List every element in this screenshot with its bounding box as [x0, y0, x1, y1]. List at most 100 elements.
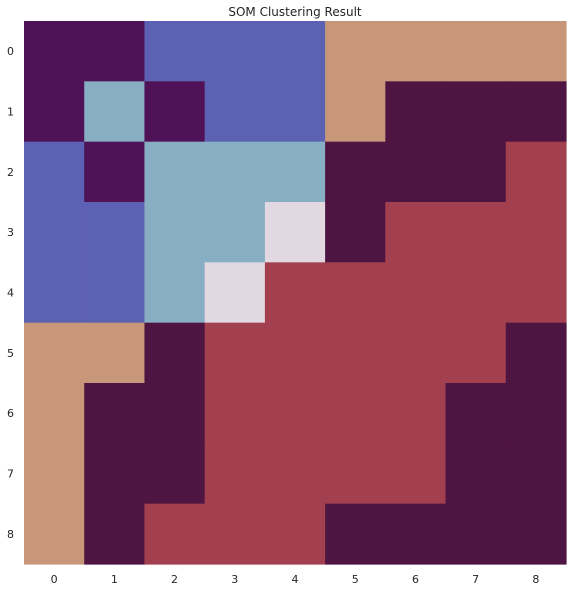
heatmap-cell-r3-c7	[445, 202, 507, 263]
heatmap-cell-r5-c3	[204, 322, 266, 384]
heatmap-cell-r4-c7	[445, 262, 507, 324]
heatmap-cell-r5-c0	[24, 322, 85, 384]
heatmap-cell-r4-c5	[325, 262, 386, 324]
y-tick-label-7: 7	[7, 468, 14, 481]
heatmap-cell-r6-c6	[385, 383, 447, 444]
heatmap-cell-r2-c1	[84, 141, 146, 203]
heatmap-cell-r0-c8	[505, 21, 567, 82]
y-tick-label-5: 5	[7, 347, 14, 360]
heatmap-cell-r1-c6	[385, 81, 447, 143]
heatmap-cell-r1-c1	[84, 81, 146, 143]
heatmap-cell-r4-c4	[264, 262, 326, 324]
chart-title: SOM Clustering Result	[228, 5, 362, 19]
heatmap-cell-r3-c0	[24, 202, 85, 263]
heatmap-cell-r0-c3	[204, 21, 266, 82]
heatmap-cell-r3-c4	[264, 202, 326, 263]
x-tick-label-7: 7	[472, 573, 479, 586]
heatmap-cell-r6-c1	[84, 383, 146, 444]
heatmap-cell-r7-c3	[204, 443, 266, 505]
heatmap-cell-r5-c5	[325, 322, 386, 384]
y-tick-label-3: 3	[7, 226, 14, 239]
heatmap-cell-r6-c5	[325, 383, 386, 444]
heatmap-cell-r4-c8	[505, 262, 567, 324]
heatmap-cell-r8-c8	[505, 503, 567, 565]
heatmap-cell-r0-c5	[325, 21, 386, 82]
heatmap-cell-r2-c4	[264, 141, 326, 203]
heatmap-cell-r5-c7	[445, 322, 507, 384]
heatmap-cell-r7-c1	[84, 443, 146, 505]
heatmap-cell-r1-c8	[505, 81, 567, 143]
x-tick-label-8: 8	[532, 573, 539, 586]
heatmap-cell-r2-c3	[204, 141, 266, 203]
heatmap-cell-r6-c8	[505, 383, 567, 444]
y-tick-label-1: 1	[7, 106, 14, 119]
heatmap-cell-r8-c5	[325, 503, 386, 565]
heatmap-cell-r0-c0	[24, 21, 85, 82]
heatmap-cell-r8-c1	[84, 503, 146, 565]
heatmap-cell-r6-c3	[204, 383, 266, 444]
heatmap-cell-r2-c6	[385, 141, 447, 203]
heatmap-cell-r2-c7	[445, 141, 507, 203]
heatmap-cell-r7-c6	[385, 443, 447, 505]
heatmap-cell-r3-c2	[144, 202, 206, 263]
x-tick-label-4: 4	[292, 573, 299, 586]
heatmap-cell-r5-c1	[84, 322, 146, 384]
heatmap-cell-r8-c4	[264, 503, 326, 565]
heatmap-cell-r0-c6	[385, 21, 447, 82]
heatmap-cell-r7-c2	[144, 443, 206, 505]
y-tick-label-6: 6	[7, 407, 14, 420]
heatmap-cell-r0-c4	[264, 21, 326, 82]
heatmap-cell-r5-c4	[264, 322, 326, 384]
heatmap-cell-r1-c2	[144, 81, 206, 143]
heatmap-cell-r3-c3	[204, 202, 266, 263]
y-tick-label-8: 8	[7, 528, 14, 541]
y-tick-label-2: 2	[7, 166, 14, 179]
heatmap-cell-r0-c7	[445, 21, 507, 82]
x-tick-label-3: 3	[231, 573, 238, 586]
x-tick-label-6: 6	[412, 573, 419, 586]
x-tick-label-2: 2	[171, 573, 178, 586]
heatmap-cell-r8-c2	[144, 503, 206, 565]
heatmap-cell-r2-c0	[24, 141, 85, 203]
heatmap-cell-r8-c0	[24, 503, 85, 565]
heatmap-cell-r7-c8	[505, 443, 567, 505]
x-tick-label-5: 5	[352, 573, 359, 586]
heatmap-cell-r8-c3	[204, 503, 266, 565]
heatmap-cell-r7-c7	[445, 443, 507, 505]
heatmap-cell-r6-c7	[445, 383, 507, 444]
heatmap-cell-r1-c5	[325, 81, 386, 143]
heatmap-cell-r5-c8	[505, 322, 567, 384]
heatmap-cell-r1-c7	[445, 81, 507, 143]
heatmap-cell-r8-c6	[385, 503, 447, 565]
heatmap-cell-r1-c4	[264, 81, 326, 143]
heatmap-cell-r5-c6	[385, 322, 447, 384]
heatmap-cell-r7-c4	[264, 443, 326, 505]
y-tick-label-0: 0	[7, 45, 14, 58]
heatmap-cell-r8-c7	[445, 503, 507, 565]
heatmap-cell-r2-c2	[144, 141, 206, 203]
x-tick-label-1: 1	[111, 573, 118, 586]
heatmap-cell-r2-c5	[325, 141, 386, 203]
heatmap-cell-r4-c2	[144, 262, 206, 324]
x-tick-label-0: 0	[51, 573, 58, 586]
heatmap-cell-r3-c5	[325, 202, 386, 263]
heatmap-cell-r4-c3	[204, 262, 266, 324]
heatmap-cell-r0-c1	[84, 21, 146, 82]
x-axis-ticks: 0 1 2 3 4 5 6 7 8	[51, 573, 540, 586]
heatmap-cell-r1-c3	[204, 81, 266, 143]
heatmap-cell-r0-c2	[144, 21, 206, 82]
y-tick-label-4: 4	[7, 287, 14, 300]
heatmap-cell-r3-c8	[505, 202, 567, 263]
heatmap-cells	[24, 21, 567, 565]
heatmap-cell-r7-c5	[325, 443, 386, 505]
y-axis-ticks: 0 1 2 3 4 5 6 7 8	[7, 45, 14, 541]
heatmap-cell-r6-c0	[24, 383, 85, 444]
heatmap-cell-r1-c0	[24, 81, 85, 143]
heatmap-cell-r4-c6	[385, 262, 447, 324]
heatmap-cell-r6-c2	[144, 383, 206, 444]
heatmap-cell-r5-c2	[144, 322, 206, 384]
heatmap-cell-r2-c8	[505, 141, 567, 203]
heatmap-cell-r4-c1	[84, 262, 146, 324]
heatmap-cell-r4-c0	[24, 262, 85, 324]
